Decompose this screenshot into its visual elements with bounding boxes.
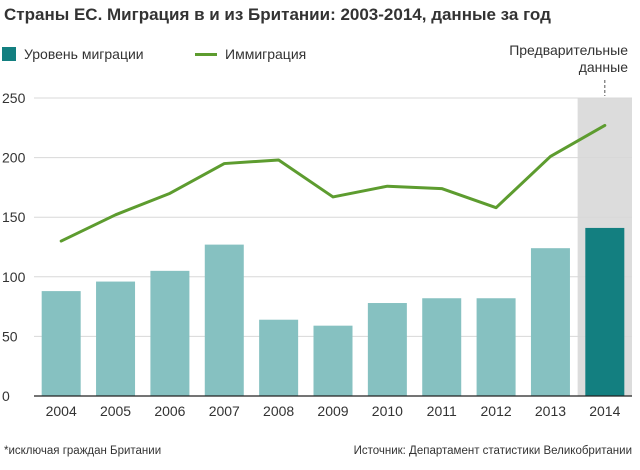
legend-item-bars: Уровень миграции [2,46,144,62]
chart-title: Страны ЕС. Миграция в и из Британии: 200… [4,5,551,24]
y-tick-label: 0 [2,388,10,404]
x-tick-label: 2006 [154,403,185,419]
legend-item-line: Иммиграция [195,46,306,62]
source-note: Источник: Департамент статистики Великоб… [353,445,632,457]
x-tick-label: 2010 [372,403,403,419]
x-tick-label: 2008 [263,403,294,419]
bar [585,227,625,396]
bar [313,325,353,396]
bar [367,303,407,396]
x-tick-label: 2013 [535,403,566,419]
y-tick-label: 250 [2,90,26,106]
y-tick-label: 50 [2,328,18,344]
bar [150,270,190,396]
legend-bar-swatch [2,47,16,61]
x-tick-label: 2014 [589,403,620,419]
bar [422,298,462,396]
x-tick-label: 2004 [46,403,77,419]
y-tick-label: 100 [2,269,26,285]
y-tick-label: 150 [2,209,26,225]
bar [96,281,136,396]
preliminary-data-label: Предварительные данные [509,42,628,75]
x-tick-label: 2007 [209,403,240,419]
legend-bars-label: Уровень миграции [24,46,144,62]
x-tick-label: 2011 [427,403,457,419]
bar [530,248,570,396]
x-tick-label: 2005 [100,403,131,419]
bar [259,319,299,396]
bar [41,291,81,396]
bar [476,298,516,396]
bar [204,244,244,396]
x-tick-label: 2009 [317,403,348,419]
x-tick-label: 2012 [481,403,512,419]
legend-line-swatch [195,52,217,56]
legend-line-label: Иммиграция [225,46,307,62]
immigration-line [59,123,607,243]
y-tick-label: 200 [2,150,26,166]
footnote: *исключая граждан Британии [4,445,162,457]
